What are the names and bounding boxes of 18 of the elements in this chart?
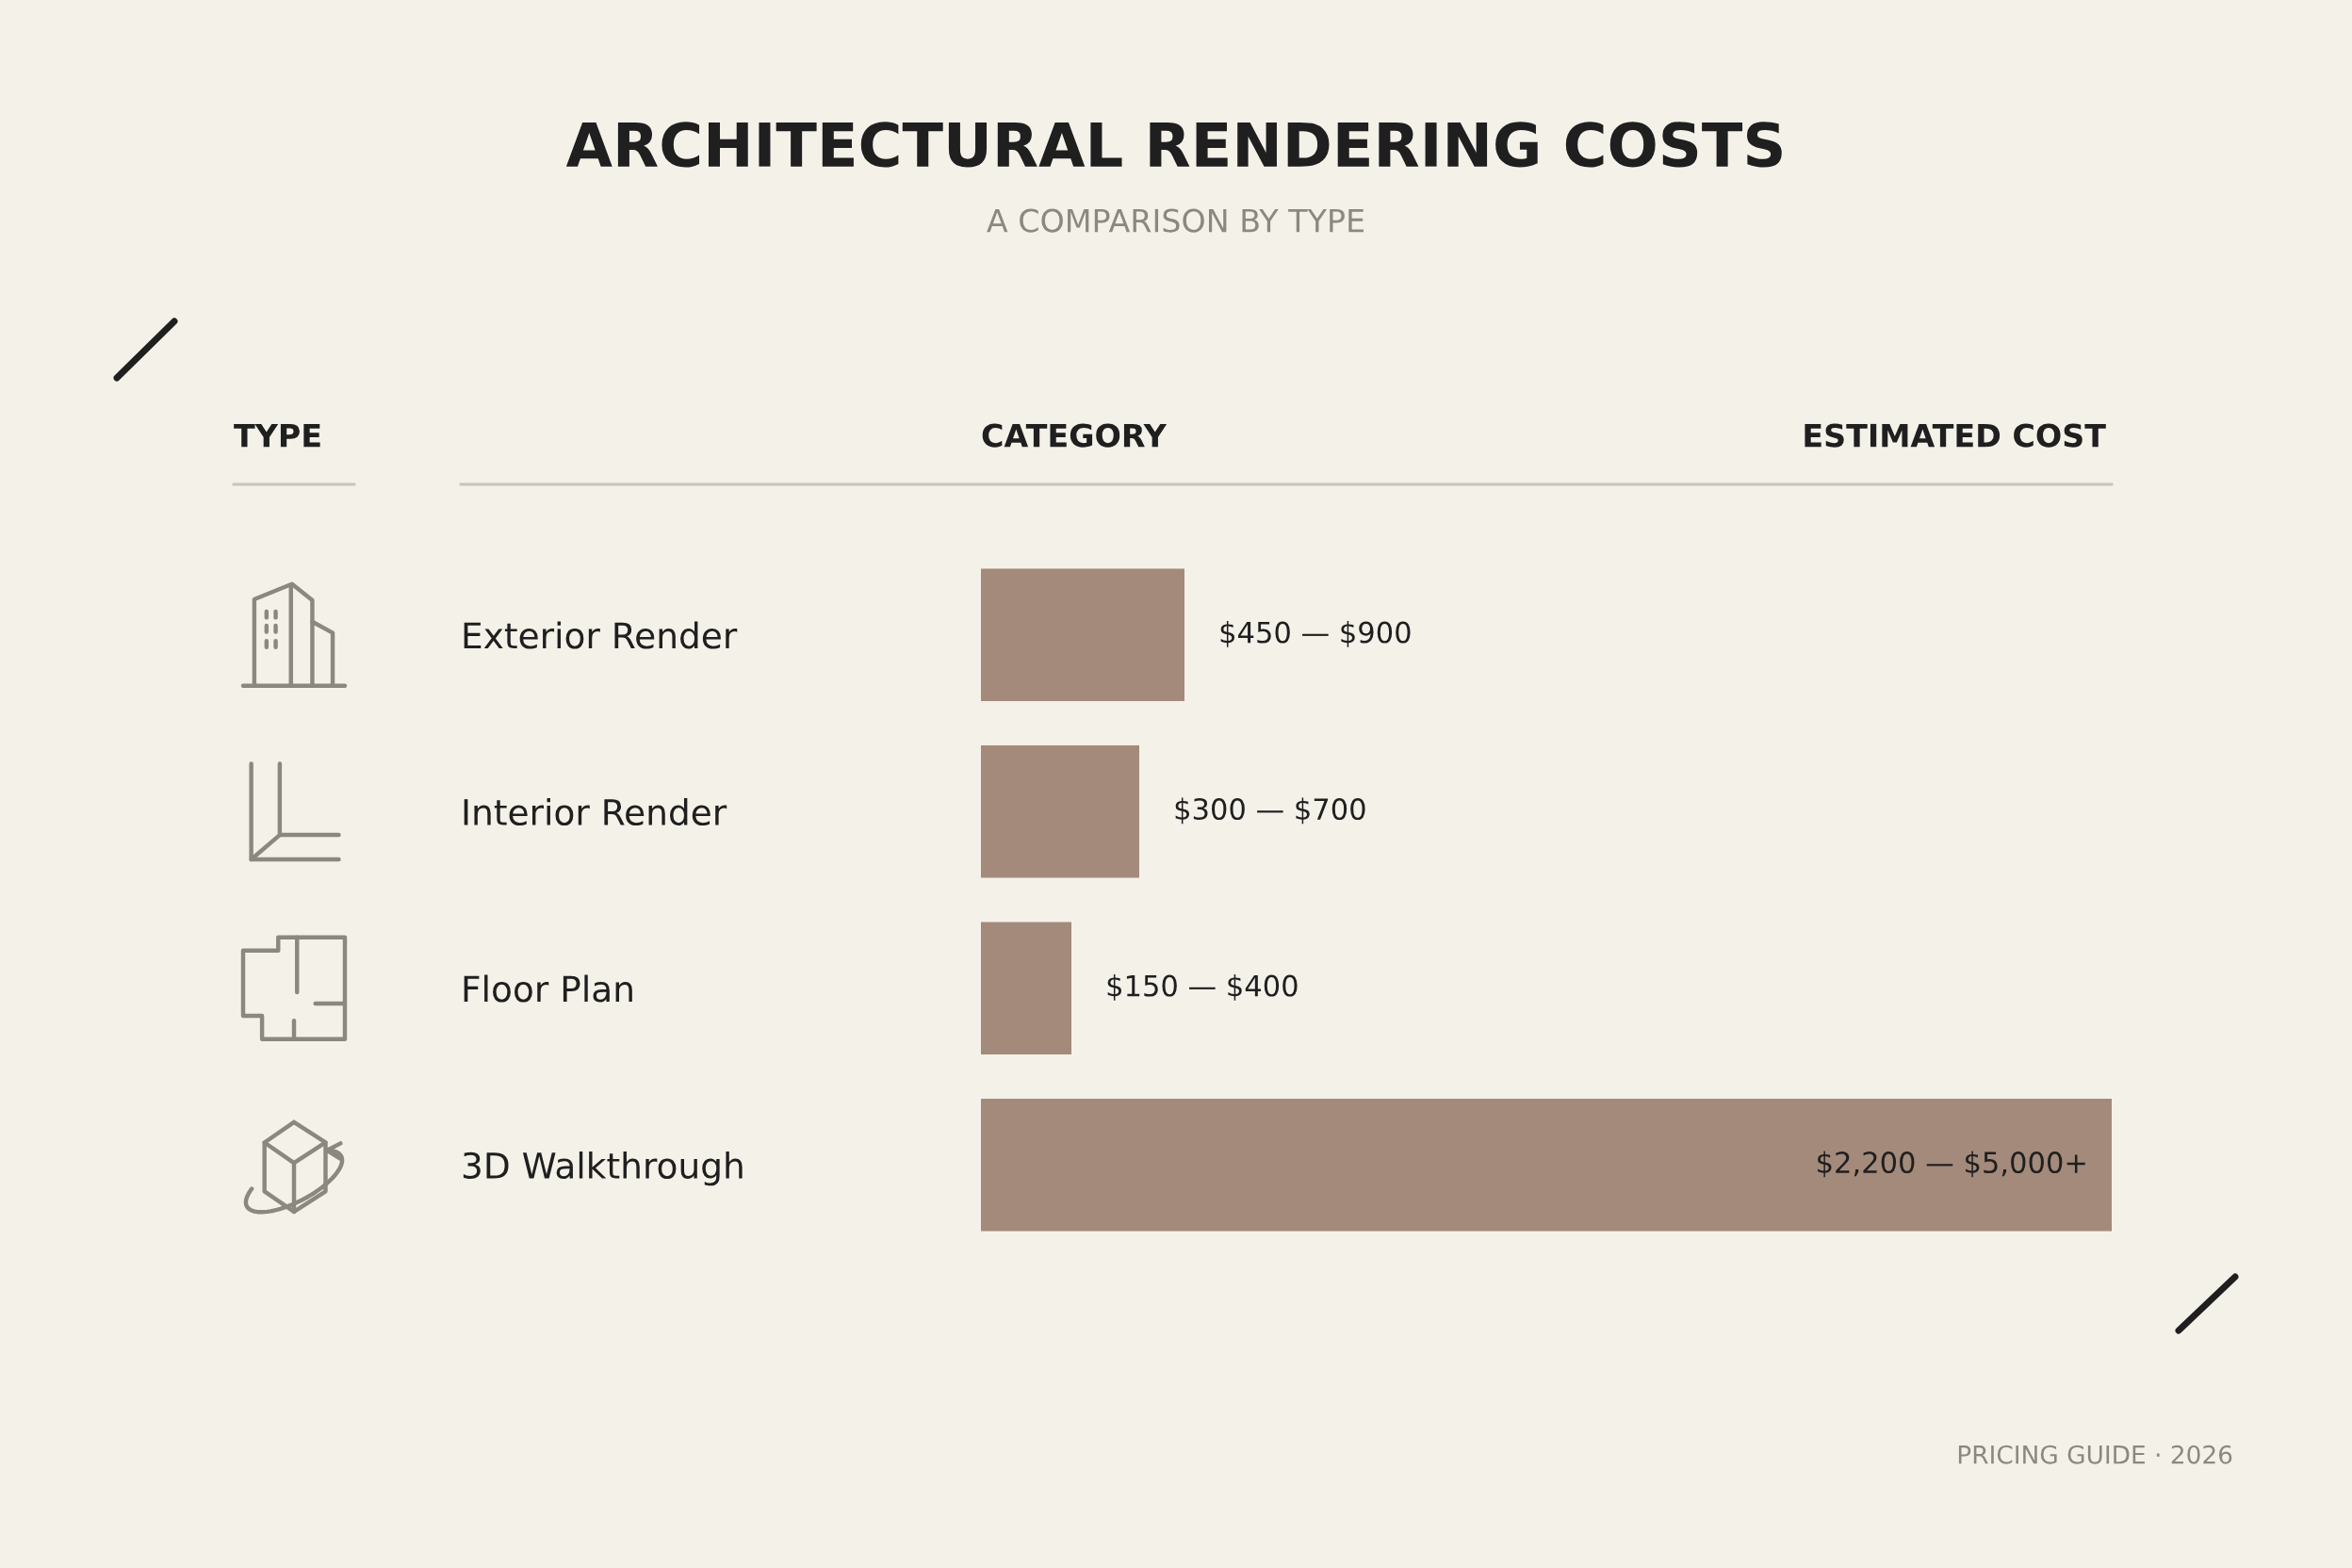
y-tick-label: Exterior Render [464, 621, 738, 649]
bar [981, 568, 1184, 702]
chart-subtitle: A COMPARISON BY TYPE [987, 208, 1364, 233]
text: CATEGORY [982, 423, 1168, 448]
bar [981, 1098, 2112, 1232]
bar [981, 922, 1071, 1055]
y-tick-label: 3D Walkthrough [463, 1152, 743, 1186]
y-tick-label: Floor Plan [464, 974, 632, 1003]
data-label: $300 — $700 [1175, 797, 1365, 825]
text: TYPE [234, 423, 320, 448]
bar [981, 744, 1139, 878]
text: PRICING GUIDE · 2026 [1958, 1445, 2232, 1464]
chart-title: ARCHITECTURAL RENDERING COSTS [565, 122, 1782, 168]
data-label: $2,200 — $5,000+ [1818, 1151, 2085, 1178]
text: ESTIMATED COST [1805, 423, 2106, 448]
y-tick-label: Interior Render [464, 798, 727, 826]
data-label: $450 — $900 [1220, 620, 1411, 647]
data-label: $150 — $400 [1107, 973, 1298, 1001]
